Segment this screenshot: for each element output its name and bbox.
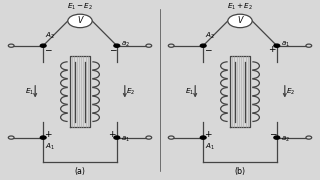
Circle shape	[68, 14, 92, 28]
Text: $E_2$: $E_2$	[286, 87, 295, 97]
Text: $A_2$: $A_2$	[45, 31, 55, 41]
Circle shape	[146, 136, 152, 139]
Text: $E_1$: $E_1$	[185, 87, 194, 97]
Text: $a_1$: $a_1$	[281, 39, 290, 49]
Text: (b): (b)	[235, 167, 245, 176]
Text: +: +	[268, 45, 276, 54]
Text: +: +	[44, 130, 52, 139]
Text: $E_1 + E_2$: $E_1 + E_2$	[227, 2, 253, 12]
Circle shape	[40, 44, 46, 47]
Circle shape	[228, 14, 252, 28]
Circle shape	[200, 44, 206, 47]
Text: $A_1$: $A_1$	[45, 142, 55, 152]
Circle shape	[200, 136, 206, 139]
Text: −: −	[108, 45, 116, 54]
Circle shape	[8, 44, 14, 47]
Text: −: −	[204, 45, 212, 54]
Circle shape	[168, 136, 174, 139]
Circle shape	[146, 44, 152, 47]
Circle shape	[306, 44, 312, 47]
Text: $a_1$: $a_1$	[121, 135, 130, 144]
Circle shape	[114, 136, 120, 139]
Circle shape	[8, 136, 14, 139]
Text: $E_2$: $E_2$	[126, 87, 135, 97]
Circle shape	[168, 44, 174, 47]
Circle shape	[274, 44, 280, 47]
Text: V: V	[77, 16, 83, 25]
Text: $a_2$: $a_2$	[281, 135, 290, 144]
Text: $E_1 - E_2$: $E_1 - E_2$	[67, 2, 93, 12]
Text: $E_1$: $E_1$	[25, 87, 34, 97]
Text: $a_2$: $a_2$	[121, 39, 130, 49]
Text: $A_2$: $A_2$	[205, 31, 215, 41]
Text: −: −	[44, 45, 52, 54]
Text: +: +	[204, 130, 212, 139]
Circle shape	[274, 136, 280, 139]
Text: $A_1$: $A_1$	[205, 142, 215, 152]
Circle shape	[306, 136, 312, 139]
Text: +: +	[108, 130, 116, 139]
Text: (a): (a)	[75, 167, 85, 176]
Text: −: −	[268, 130, 276, 139]
Circle shape	[114, 44, 120, 47]
Circle shape	[40, 136, 46, 139]
Text: V: V	[237, 16, 243, 25]
